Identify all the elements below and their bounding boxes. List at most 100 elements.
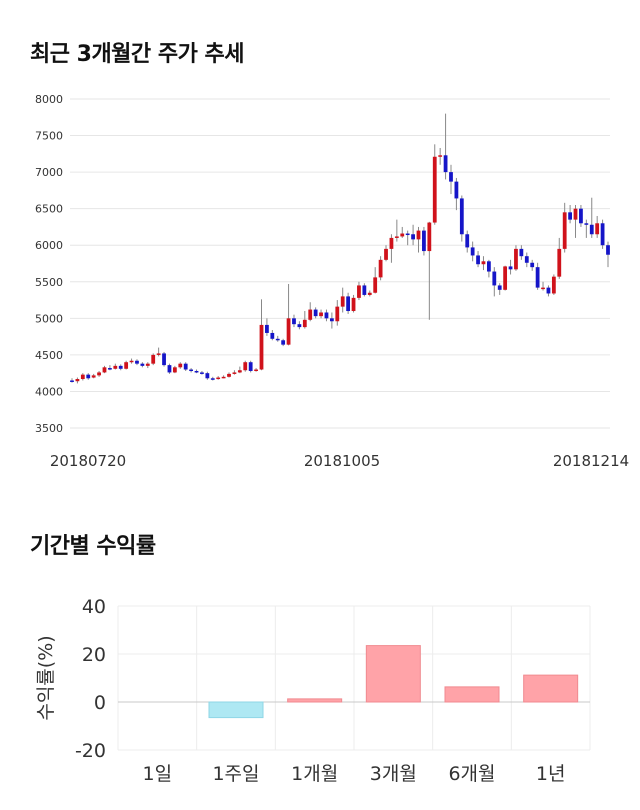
candle <box>405 230 410 246</box>
candle-body <box>313 309 318 317</box>
candle <box>135 359 139 366</box>
candle <box>340 287 345 313</box>
candle <box>530 259 535 271</box>
return-bar <box>208 701 264 719</box>
y-tick-label: 3500 <box>35 422 63 435</box>
candle-body <box>340 296 345 307</box>
candle <box>357 281 361 301</box>
candle-body <box>91 375 96 378</box>
candle-body <box>470 247 475 256</box>
x-tick-label: 1년 <box>536 763 566 785</box>
candle <box>606 241 610 268</box>
return-bar <box>523 674 579 703</box>
candle <box>75 377 80 384</box>
candle-body <box>243 362 248 371</box>
candle-body <box>357 285 361 298</box>
candle <box>319 309 323 319</box>
candle-body <box>481 261 486 265</box>
candle-body <box>378 259 383 278</box>
y-tick-label: 7000 <box>35 166 63 179</box>
x-tick-label: 6개월 <box>448 763 495 785</box>
candle <box>259 299 264 371</box>
candle-body <box>400 233 405 237</box>
candle <box>86 373 91 380</box>
candle-body <box>227 373 231 377</box>
candle <box>432 144 437 225</box>
candle <box>91 373 96 379</box>
candle-body <box>156 353 161 355</box>
candlestick-chart: 8000 7500 7000 6500 6000 5500 5000 4500 4000 3500… <box>35 93 629 470</box>
candle-body <box>319 312 323 317</box>
candle-body <box>232 372 237 374</box>
candle <box>557 237 562 279</box>
candle <box>216 376 221 380</box>
candle <box>210 376 215 381</box>
candle-body <box>135 360 139 364</box>
candle-body <box>367 292 372 295</box>
candle-body <box>438 155 443 157</box>
candle <box>595 215 600 238</box>
candle <box>178 362 183 369</box>
candle-body <box>595 223 600 235</box>
candle <box>97 370 101 377</box>
candle <box>378 256 383 281</box>
candle <box>140 362 145 368</box>
candle-body <box>308 309 313 320</box>
candle-body <box>519 248 524 257</box>
candle-body <box>189 369 194 372</box>
y-tick-label: 4000 <box>35 385 63 398</box>
candle <box>535 262 540 290</box>
candle-body <box>600 223 605 246</box>
candle-body <box>281 340 286 345</box>
candle <box>551 274 556 295</box>
candle <box>514 245 518 271</box>
candle <box>481 256 486 271</box>
candle-body <box>346 296 351 312</box>
candle <box>362 283 367 297</box>
candle-body <box>254 369 258 372</box>
candle <box>308 302 313 322</box>
candle <box>394 219 399 242</box>
candle-body <box>416 230 421 240</box>
candle <box>70 378 74 383</box>
candle-body <box>259 324 264 370</box>
candle <box>422 226 426 256</box>
candle <box>275 335 280 342</box>
candle-body <box>422 230 426 252</box>
y-tick-label: 20 <box>82 644 106 666</box>
y-axis-label: 수익률(%) <box>35 635 57 720</box>
candle <box>470 241 475 262</box>
candle <box>324 309 329 322</box>
candle <box>486 259 491 278</box>
candle-body <box>167 365 172 373</box>
candle-body <box>86 374 91 379</box>
candle-body <box>248 362 253 371</box>
candle-body <box>476 255 480 265</box>
candle <box>329 312 334 329</box>
candle-body <box>270 332 275 339</box>
candle-body <box>129 360 134 363</box>
candle-body <box>265 324 269 333</box>
candle-body <box>568 212 572 220</box>
candle-body <box>162 353 166 366</box>
x-tick-label: 3개월 <box>370 763 417 785</box>
candle <box>400 226 405 238</box>
candle <box>449 164 453 195</box>
candle-body <box>205 373 210 379</box>
x-tick-label: 20181005 <box>304 452 380 470</box>
candle <box>189 368 194 373</box>
candle-body <box>579 208 583 224</box>
candle-body <box>124 362 129 369</box>
candle <box>416 226 421 253</box>
candle-body <box>449 172 453 182</box>
candle-body <box>508 266 513 270</box>
candle-body <box>351 297 356 312</box>
candle-body <box>465 234 470 248</box>
candle <box>102 365 107 374</box>
return-bar <box>444 686 500 703</box>
candle-body <box>118 365 123 369</box>
candle <box>443 113 448 180</box>
candle <box>579 205 583 227</box>
candle <box>270 330 275 341</box>
